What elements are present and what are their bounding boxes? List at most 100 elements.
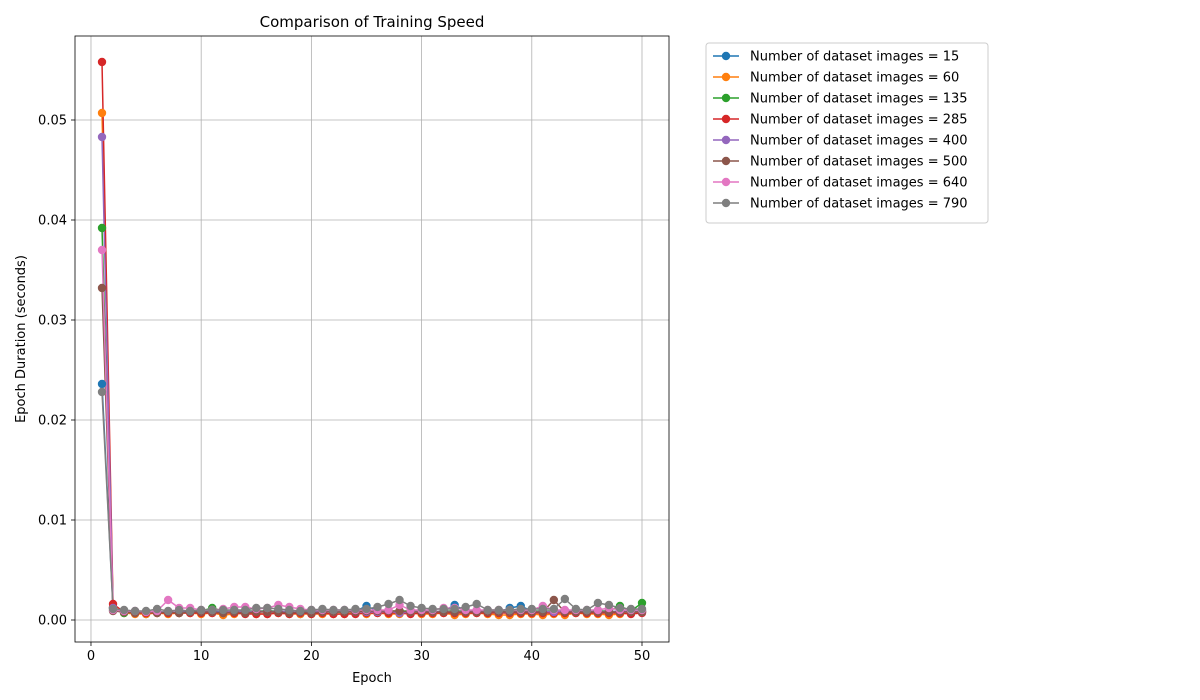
- data-point: [384, 599, 393, 609]
- data-point: [208, 605, 217, 615]
- data-point: [141, 606, 151, 616]
- legend-marker: [721, 93, 731, 103]
- data-point: [637, 604, 647, 614]
- data-point: [97, 245, 107, 255]
- chart-title: Comparison of Training Speed: [260, 13, 485, 31]
- data-point: [163, 595, 173, 605]
- data-point: [351, 604, 360, 614]
- data-point: [384, 605, 393, 615]
- data-point: [97, 387, 107, 397]
- x-ticks: 0 10 20 30 40 50: [87, 642, 650, 664]
- legend-item: Number of dataset images = 135: [713, 92, 968, 107]
- legend-marker: [721, 198, 731, 208]
- legend-label: Number of dataset images = 400: [750, 134, 968, 149]
- legend-marker: [721, 114, 731, 124]
- data-point: [472, 605, 481, 615]
- data-point: [97, 223, 107, 233]
- legend-marker: [721, 135, 731, 145]
- data-point: [538, 604, 548, 614]
- data-point: [307, 605, 316, 615]
- data-point: [494, 605, 503, 615]
- data-point: [97, 108, 107, 118]
- data-point: [571, 604, 581, 614]
- data-point: [593, 598, 603, 608]
- data-point: [637, 598, 647, 608]
- series-markers-8: [97, 387, 647, 616]
- legend-marker: [721, 72, 731, 82]
- legend-label: Number of dataset images = 285: [750, 113, 968, 128]
- data-point: [97, 132, 107, 142]
- data-point: [450, 604, 459, 614]
- data-point: [108, 604, 118, 614]
- legend-item: Number of dataset images = 60: [713, 71, 959, 86]
- data-point: [97, 379, 107, 389]
- data-point: [527, 604, 536, 614]
- y-tick-label: 0.01: [38, 514, 67, 529]
- x-tick-label: 50: [634, 649, 651, 664]
- data-point: [252, 603, 261, 613]
- data-point: [263, 603, 272, 613]
- data-point: [285, 605, 294, 615]
- data-point: [274, 604, 283, 614]
- data-point: [439, 604, 448, 614]
- data-point: [130, 606, 140, 616]
- series-group: [97, 57, 647, 620]
- data-point: [626, 604, 636, 614]
- legend-item: Number of dataset images = 640: [713, 176, 968, 191]
- data-point: [483, 605, 492, 615]
- data-point: [196, 605, 206, 615]
- x-tick-label: 0: [87, 649, 95, 664]
- data-point: [230, 605, 239, 615]
- data-point: [362, 604, 371, 614]
- legend-label: Number of dataset images = 790: [750, 197, 968, 212]
- grid-lines: [75, 36, 669, 642]
- axes-frame: [74, 35, 670, 643]
- y-axis-title: Epoch Duration (seconds): [14, 255, 29, 423]
- data-point: [428, 604, 437, 614]
- y-tick-label: 0.05: [38, 114, 67, 129]
- legend-item: Number of dataset images = 15: [713, 50, 959, 65]
- x-tick-label: 10: [193, 649, 210, 664]
- data-point: [119, 605, 129, 615]
- data-point: [97, 283, 107, 293]
- y-tick-label: 0.00: [38, 614, 67, 629]
- data-point: [318, 604, 327, 614]
- data-point: [560, 605, 570, 615]
- data-point: [516, 604, 525, 614]
- y-tick-label: 0.02: [38, 414, 67, 429]
- data-point: [174, 605, 184, 615]
- data-point: [185, 606, 195, 616]
- data-point: [582, 605, 592, 615]
- legend-item: Number of dataset images = 500: [713, 155, 968, 170]
- legend-box: [705, 42, 989, 224]
- legend-item: Number of dataset images = 285: [713, 113, 968, 128]
- legend-label: Number of dataset images = 135: [750, 92, 968, 107]
- legend-marker: [721, 51, 731, 61]
- data-point: [373, 602, 382, 612]
- data-point: [472, 599, 481, 609]
- x-axis-title: Epoch: [352, 671, 392, 686]
- y-tick-label: 0.03: [38, 314, 67, 329]
- data-point: [152, 604, 162, 614]
- legend-marker: [721, 156, 731, 166]
- data-point: [604, 600, 614, 610]
- legend: Number of dataset images = 15 Number of d…: [705, 42, 989, 224]
- legend-label: Number of dataset images = 640: [750, 176, 968, 191]
- legend-label: Number of dataset images = 500: [750, 155, 968, 170]
- data-point: [395, 606, 404, 616]
- data-point: [549, 595, 559, 605]
- data-point: [340, 605, 349, 615]
- data-point: [329, 605, 338, 615]
- legend-label: Number of dataset images = 15: [750, 50, 959, 65]
- data-point: [560, 594, 570, 604]
- data-point: [219, 605, 228, 615]
- legend-marker: [721, 177, 731, 187]
- data-point: [406, 601, 415, 611]
- data-point: [461, 602, 470, 612]
- data-point: [615, 603, 625, 613]
- data-point: [417, 603, 426, 613]
- data-point: [593, 605, 603, 615]
- x-tick-label: 30: [413, 649, 430, 664]
- data-point: [395, 595, 404, 605]
